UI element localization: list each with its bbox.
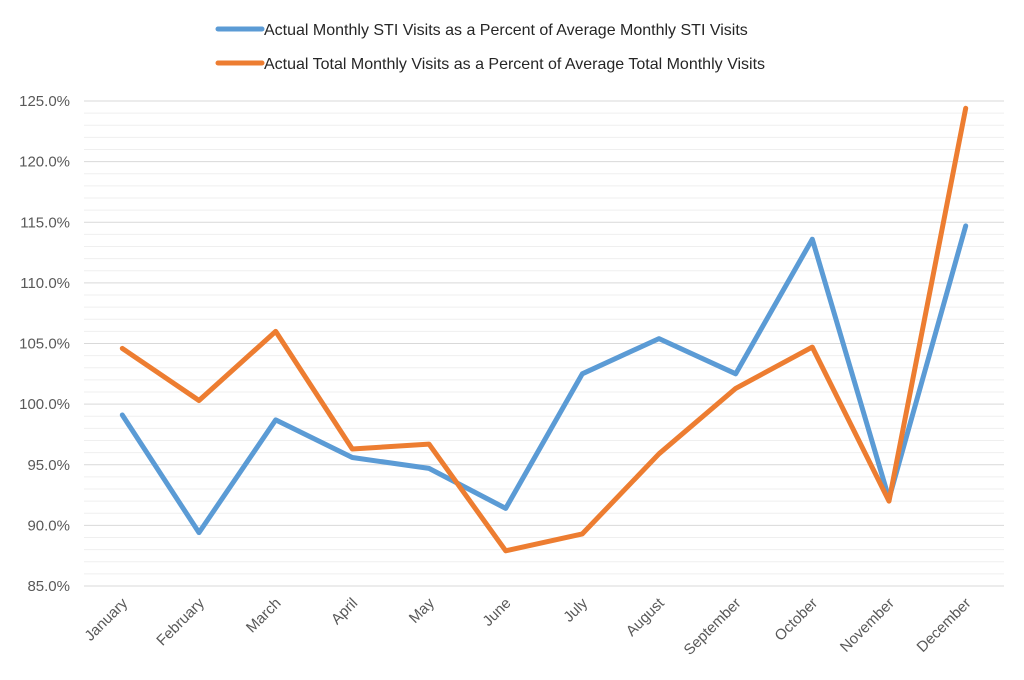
- data-point: [121, 414, 123, 416]
- series-line-2: [119, 105, 969, 554]
- data-point: [428, 467, 430, 469]
- series-lines: [119, 105, 969, 554]
- data-point: [658, 338, 660, 340]
- y-tick-label: 90.0%: [27, 517, 70, 534]
- x-tick-label: August: [623, 594, 669, 640]
- data-point: [505, 507, 507, 509]
- data-point: [275, 330, 277, 332]
- series-line-1: [119, 223, 969, 536]
- x-tick-label: December: [914, 595, 975, 656]
- x-axis: January February March April May June July Augu…: [81, 594, 974, 658]
- y-tick-label: 110.0%: [20, 275, 70, 292]
- data-point: [811, 346, 813, 348]
- data-point: [965, 107, 967, 109]
- data-point: [965, 225, 967, 227]
- x-tick-label: April: [328, 595, 361, 628]
- y-tick-label: 115.0%: [20, 214, 70, 231]
- y-tick-label: 120.0%: [19, 154, 70, 171]
- x-tick-label: September: [681, 595, 745, 659]
- data-point: [658, 453, 660, 455]
- x-tick-label: June: [479, 595, 514, 630]
- data-point: [428, 443, 430, 445]
- data-point: [121, 347, 123, 349]
- y-axis: 85.0% 90.0% 95.0% 100.0% 105.0% 110.0% 115.0% 1…: [19, 93, 70, 595]
- data-point: [198, 532, 200, 534]
- data-point: [275, 419, 277, 421]
- y-tick-label: 125.0%: [19, 93, 70, 110]
- data-point: [811, 238, 813, 240]
- x-tick-label: November: [837, 595, 898, 656]
- data-point: [351, 456, 353, 458]
- data-point: [581, 373, 583, 375]
- x-tick-label: October: [771, 595, 821, 645]
- data-point: [888, 500, 890, 502]
- gridlines: [84, 100, 1004, 587]
- x-tick-label: May: [406, 594, 438, 626]
- data-point: [735, 373, 737, 375]
- data-point: [198, 399, 200, 401]
- y-tick-label: 105.0%: [19, 336, 70, 353]
- x-tick-label: March: [243, 595, 284, 636]
- data-point: [581, 533, 583, 535]
- y-tick-label: 100.0%: [19, 396, 70, 413]
- legend-label-series-1: Actual Monthly STI Visits as a Percent o…: [264, 22, 748, 39]
- data-point: [735, 387, 737, 389]
- y-tick-label: 95.0%: [27, 457, 70, 474]
- legend-label-series-2: Actual Total Monthly Visits as a Percent…: [264, 56, 765, 73]
- x-tick-label: February: [153, 594, 208, 649]
- x-tick-label: July: [560, 594, 591, 625]
- x-tick-label: January: [81, 594, 131, 644]
- legend: Actual Monthly STI Visits as a Percent o…: [215, 22, 765, 73]
- y-tick-label: 85.0%: [27, 578, 70, 595]
- data-point: [505, 550, 507, 552]
- data-point: [351, 448, 353, 450]
